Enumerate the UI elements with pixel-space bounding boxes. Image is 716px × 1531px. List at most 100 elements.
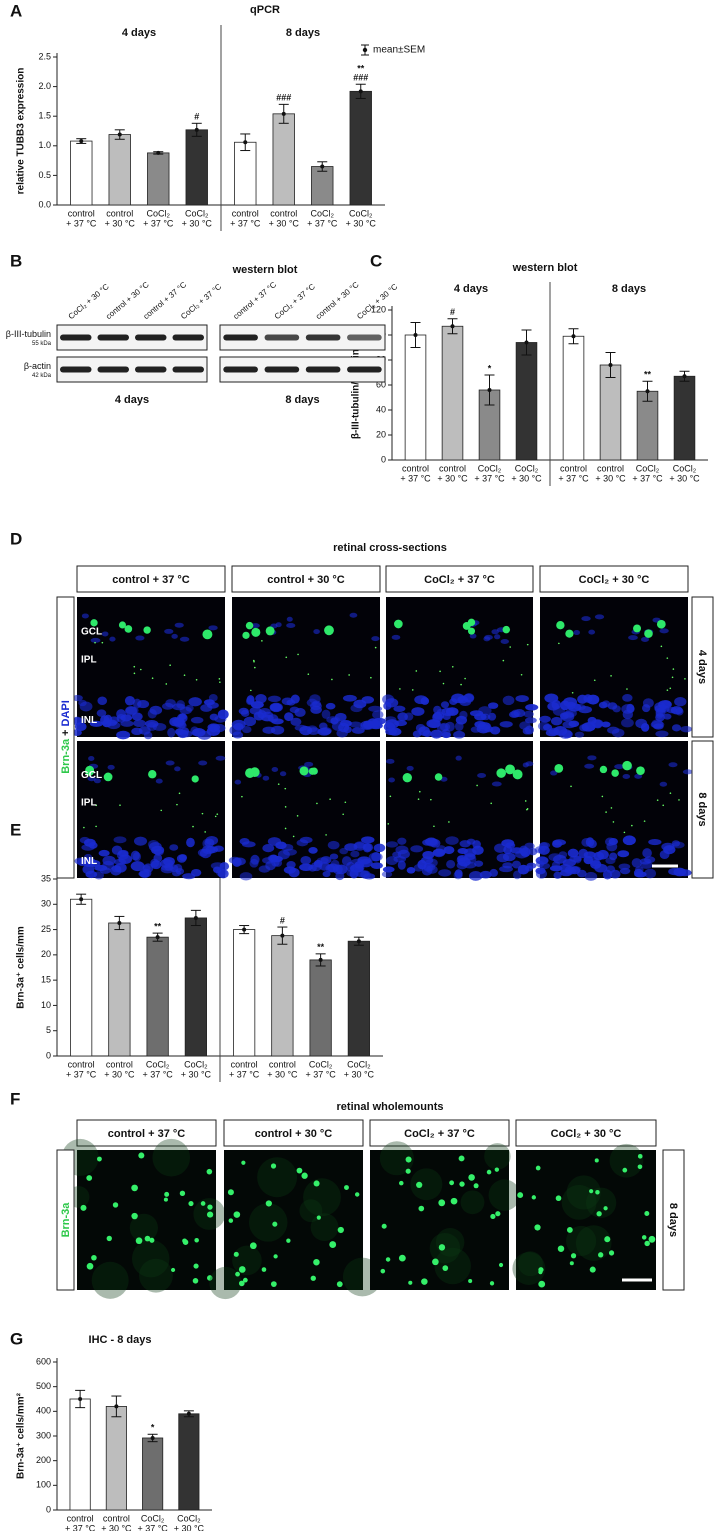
mean-dot <box>242 927 247 932</box>
column-header-box <box>76 565 226 593</box>
stain-label: Brn-3a + DAPI <box>60 700 72 774</box>
rgc <box>434 773 443 781</box>
rgc <box>589 1266 596 1273</box>
rgc <box>149 1237 155 1243</box>
rgc <box>450 1197 458 1205</box>
legend-label: mean±SEM <box>373 45 425 56</box>
rgc <box>308 767 316 775</box>
dapi-nucleus <box>354 863 365 873</box>
significance: ** <box>357 64 365 74</box>
dapi-nucleus <box>173 863 183 873</box>
speck <box>241 795 243 798</box>
mean-dot <box>645 389 650 394</box>
dapi-nucleus <box>622 709 634 720</box>
rgc <box>399 1180 404 1186</box>
dapi-nucleus <box>99 867 111 874</box>
dapi-nucleus <box>102 855 116 866</box>
y-tick-label: 1.0 <box>38 140 51 150</box>
dapi-nucleus <box>558 728 573 739</box>
dapi-nucleus <box>513 870 522 880</box>
speck <box>195 678 198 681</box>
dapi-nucleus <box>456 861 468 870</box>
speck <box>605 811 607 813</box>
dapi-nucleus <box>622 694 633 702</box>
dapi-nucleus <box>209 713 219 721</box>
dapi-nucleus <box>179 636 190 642</box>
rgc <box>286 1238 291 1243</box>
dapi-nucleus <box>160 865 175 874</box>
rgc <box>148 770 157 779</box>
dapi-nucleus <box>566 701 576 710</box>
bar <box>185 129 208 206</box>
mean-dot <box>186 1411 191 1416</box>
speck <box>331 678 333 681</box>
mean-dot <box>155 935 160 940</box>
dapi-nucleus <box>89 720 104 727</box>
dapi-nucleus <box>581 616 591 622</box>
dapi-nucleus <box>309 694 321 704</box>
blot-size: 42 kDa <box>32 373 52 379</box>
chart-title: western blot <box>512 262 578 274</box>
speck <box>439 670 441 673</box>
mean-dot <box>156 150 161 155</box>
haze <box>303 1178 341 1217</box>
side-label-box <box>56 1149 75 1291</box>
speck <box>348 674 350 676</box>
haze <box>517 1251 543 1277</box>
dapi-nucleus <box>169 844 179 851</box>
speck <box>662 804 665 807</box>
rgc <box>398 1254 406 1262</box>
column-header-box <box>369 1119 510 1147</box>
speck <box>612 821 615 823</box>
rgc <box>557 1245 565 1252</box>
micrograph <box>516 1150 656 1290</box>
bar <box>178 1413 200 1511</box>
blot-band <box>347 366 382 373</box>
y-tick-label: 0.5 <box>38 170 51 180</box>
x-tick-label: + 30 °C <box>511 473 542 483</box>
dapi-nucleus <box>484 634 493 640</box>
rgc <box>599 765 608 774</box>
column-header-box <box>76 1119 217 1147</box>
rgc <box>106 1235 112 1242</box>
haze <box>139 1258 173 1293</box>
blot-band <box>135 334 167 341</box>
dapi-nucleus <box>124 696 135 706</box>
group-label: 8 days <box>612 283 646 295</box>
blot-band <box>264 334 300 341</box>
column-header: control + 30 °C <box>255 1128 333 1140</box>
dapi-nucleus <box>480 713 491 721</box>
dapi-nucleus <box>133 836 148 846</box>
panel-letter: G <box>10 1329 23 1348</box>
rgc <box>179 1190 186 1197</box>
speck <box>442 682 445 685</box>
dapi-nucleus <box>525 703 539 711</box>
layer-label: INL <box>81 856 97 867</box>
y-axis-label: β-III-tubulin/β-actin [%] <box>351 331 362 439</box>
dapi-nucleus <box>459 710 468 720</box>
dapi-nucleus <box>271 767 279 773</box>
dapi-nucleus <box>135 635 145 641</box>
dapi-nucleus <box>198 760 208 766</box>
x-tick-label: + 37 °C <box>143 218 174 228</box>
blot-band <box>347 334 382 341</box>
haze <box>561 1184 597 1220</box>
speck <box>101 641 104 644</box>
dapi-nucleus <box>150 860 162 870</box>
column-header: CoCl₂ + 30 °C <box>579 574 650 586</box>
rgc <box>96 1156 102 1162</box>
lane-label: CoCl₂ + 30 °C <box>355 282 399 321</box>
dapi-nucleus <box>381 871 393 878</box>
panel-letter: F <box>10 1089 20 1108</box>
dapi-nucleus <box>270 725 285 735</box>
rgc <box>164 1191 170 1197</box>
x-tick-label: + 30 °C <box>269 218 300 228</box>
dapi-nucleus <box>535 856 549 865</box>
dapi-nucleus <box>178 854 188 861</box>
speck <box>476 784 478 787</box>
rgc <box>90 619 98 627</box>
dapi-nucleus <box>81 613 89 619</box>
x-tick-label: control <box>231 1059 258 1069</box>
speck <box>509 646 511 648</box>
